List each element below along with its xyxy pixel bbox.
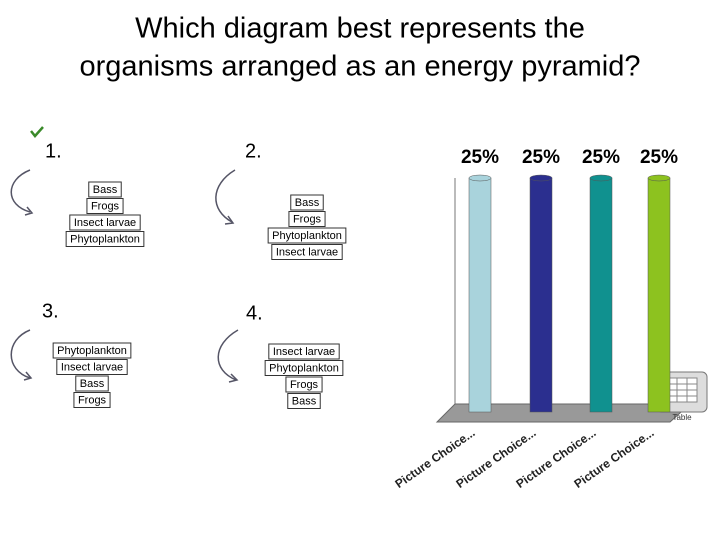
title-line: organisms arranged as an energy pyramid? (80, 51, 641, 83)
pyramid-layer (264, 360, 344, 376)
pyramid-layer (88, 181, 122, 198)
pyramid-layer (73, 392, 111, 408)
value-label: 25% (640, 147, 678, 168)
layer-label: Bass (80, 378, 105, 390)
pyramid-layer (69, 214, 141, 231)
title-line: Which diagram best represents the (135, 13, 585, 45)
layer-label: Bass (295, 197, 320, 209)
bar (529, 177, 553, 413)
pyramid-layer (267, 227, 347, 244)
arrows (10, 169, 239, 383)
bar-top (647, 174, 671, 182)
pyramid-layer (288, 211, 326, 227)
layer-label: Frogs (78, 394, 107, 406)
option-number: 4. (246, 302, 263, 324)
value-label: 25% (522, 147, 560, 168)
layer-label: Insect larvae (276, 246, 338, 258)
pyramid-layer (56, 359, 128, 375)
pyramid-layer (52, 342, 132, 359)
layer-label: Phytoplankton (269, 362, 339, 374)
pyramid-layer (271, 244, 343, 260)
option-number: 1. (45, 140, 62, 162)
pyramid-layer (75, 375, 109, 392)
layer-label: Frogs (91, 200, 120, 212)
layer-label: Insect larvae (61, 361, 123, 373)
layer-label: Insect larvae (74, 217, 136, 229)
pyramid-layer (86, 198, 124, 214)
option-number: 3. (42, 300, 59, 322)
option-number: 2. (245, 140, 262, 162)
bar-top (529, 174, 553, 182)
layer-label: Bass (93, 184, 118, 196)
bar-top (589, 174, 613, 182)
pyramid-layer (268, 343, 340, 360)
table-icon-label: Table (672, 413, 692, 422)
pyramid-layer (287, 393, 321, 409)
bar-top (468, 174, 492, 182)
layer-label: Insect larvae (273, 346, 335, 358)
bar (589, 177, 613, 413)
bar (647, 177, 671, 413)
value-label: 25% (582, 147, 620, 168)
layer-label: Bass (292, 395, 317, 407)
layer-label: Phytoplankton (57, 345, 127, 357)
layer-label: Phytoplankton (70, 233, 140, 245)
value-label: 25% (461, 147, 499, 168)
pyramid-layer (285, 376, 323, 393)
layer-label: Phytoplankton (272, 230, 342, 242)
layer-label: Frogs (290, 379, 319, 391)
pyramid-layer (65, 231, 145, 247)
layer-label: Frogs (293, 213, 322, 225)
pyramid-layer (290, 194, 324, 211)
correct-check (30, 126, 44, 138)
bar (468, 177, 492, 413)
